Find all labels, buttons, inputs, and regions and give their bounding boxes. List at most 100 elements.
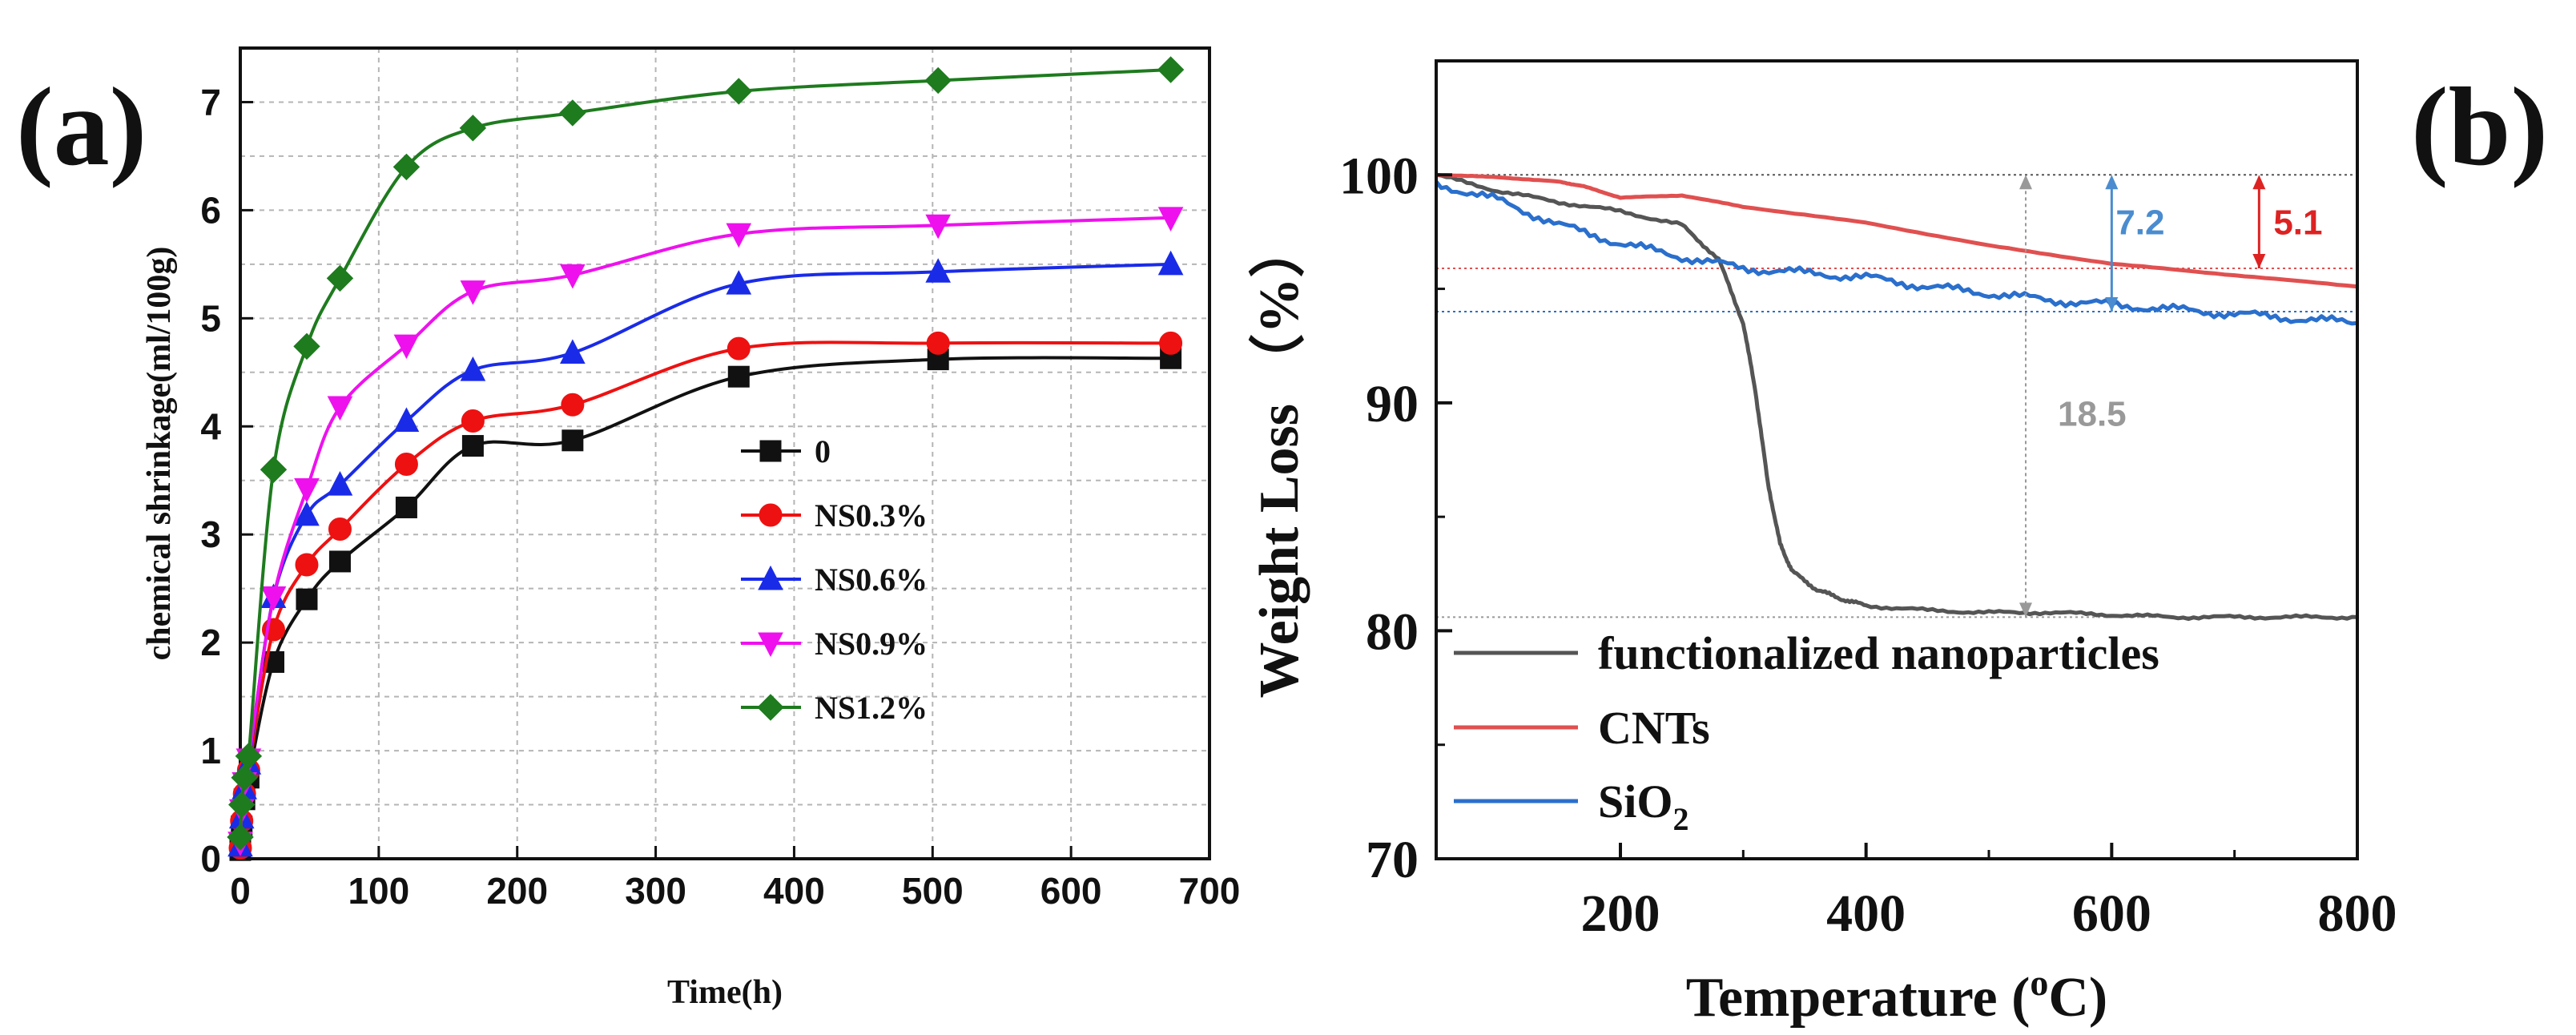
- chart-a-legend-label: 0: [815, 433, 831, 469]
- chart-b-x-tick-label: 800: [2318, 884, 2397, 943]
- panel-a-label: (a): [16, 65, 147, 189]
- chart-a-series-line: [239, 262, 1171, 846]
- chart-a-data-point: [393, 407, 420, 433]
- chart-a-series-group: [229, 347, 1182, 861]
- chart-a-y-tick-label: 2: [200, 622, 221, 663]
- chart-a-data-point: [328, 517, 352, 541]
- chart-a-x-tick-label: 400: [763, 870, 825, 912]
- chart-a-data-point: [394, 452, 418, 476]
- chart-a-y-tick-label: 5: [200, 297, 221, 339]
- chart-a-legend-marker: [759, 503, 783, 527]
- chart-a-data-point: [293, 332, 320, 360]
- chart-b-annotation-arrowhead-up: [2019, 175, 2032, 190]
- chart-b-x-tick-label: 200: [1581, 884, 1660, 943]
- chart-a-data-point: [260, 586, 287, 611]
- chart-a-legend-label: NS1.2%: [815, 690, 928, 726]
- chart-a-data-point: [926, 331, 950, 355]
- chart-b-annotation: 18.5: [2019, 175, 2127, 618]
- chart-b-x-tick-label: 600: [2072, 884, 2151, 943]
- chart-a-data-point: [228, 791, 256, 819]
- chart-a-legend-marker: [758, 565, 783, 590]
- legend-b-label-cnts: CNTs: [1598, 702, 1710, 754]
- chart-a-legend-marker: [759, 440, 782, 462]
- chart-b-annotation-arrowhead-down: [2019, 602, 2032, 618]
- chart-a-y-tick-label: 0: [200, 838, 221, 880]
- chart-a-data-point: [260, 456, 288, 483]
- chart-b-annotation-arrowhead-down: [2252, 253, 2266, 268]
- chart-a-x-axis-title: Time(h): [667, 974, 783, 1011]
- chart-a-data-point: [460, 356, 486, 381]
- chart-a-data-point: [561, 429, 584, 452]
- chart-a-data-point: [460, 280, 486, 305]
- chart-a-data-point: [561, 393, 585, 417]
- chart-a: 0 100 200 300 400 500 600 700 0 1 2 3 4 5 6 7 Time(h) c…: [141, 46, 1241, 1011]
- chart-a-data-point: [1157, 56, 1185, 83]
- chart-a-series-line: [239, 68, 1171, 838]
- chart-a-data-point: [461, 435, 484, 457]
- chart-a-data-point: [560, 264, 586, 289]
- chart-b-annotations: 18.5 7.2 5.1: [2019, 175, 2323, 618]
- chart-a-x-tick-label: 600: [1040, 870, 1102, 912]
- chart-a-data-point: [395, 496, 417, 518]
- chart-a-data-point: [327, 471, 353, 496]
- chart-a-x-tick-label: 700: [1179, 870, 1241, 912]
- chart-b-reference-lines: [1436, 174, 2357, 618]
- chart-a-y-tick-label: 6: [200, 189, 221, 231]
- panel-b-label: (b): [2411, 65, 2548, 189]
- chart-b-x-tick-label: 400: [1826, 884, 1906, 943]
- chart-b-series-line: [1435, 180, 2358, 326]
- chart-b-y-tick-label: 80: [1366, 602, 1419, 661]
- chart-a-data-point: [227, 824, 254, 851]
- chart-b-annotation-arrowhead-down: [2105, 297, 2119, 312]
- chart-a-data-point: [924, 66, 952, 95]
- chart-a-legend-marker: [758, 632, 783, 658]
- chart-a-data-point: [296, 588, 318, 610]
- chart-b-annotation: 7.2: [2105, 175, 2165, 312]
- chart-a-data-point: [1157, 250, 1184, 276]
- legend-b-label-nano: functionalized nanoparticles: [1598, 627, 2159, 679]
- chart-a-data-point: [295, 553, 319, 577]
- chart-a-data-point: [327, 396, 353, 421]
- chart-b-x-axis-degree: o: [2030, 962, 2048, 1003]
- chart-a-legend-label: NS0.9%: [815, 626, 928, 662]
- chart-a-data-point: [726, 223, 752, 248]
- chart-a-y-tick-label: 4: [200, 405, 221, 447]
- chart-a-x-tick-label: 500: [902, 870, 964, 912]
- chart-a-data-point: [231, 764, 258, 791]
- chart-b-y-axis-title: Weight Loss （%）: [1248, 221, 1310, 698]
- chart-a-plot-frame: [239, 46, 1211, 860]
- chart-a-data-point: [392, 153, 421, 181]
- chart-b-x-axis-title-tail: C): [2048, 967, 2107, 1029]
- chart-b-annotation: 5.1: [2252, 175, 2323, 268]
- chart-b-annotation-arrowhead-up: [2105, 175, 2119, 190]
- chart-b-plot-frame: [1435, 59, 2359, 860]
- chart-b-x-axis-title-main: Temperature (: [1686, 967, 2031, 1029]
- chart-b-annotation-label: 18.5: [2058, 394, 2127, 433]
- chart-a-x-tick-label: 200: [486, 870, 548, 912]
- chart-a-data-point: [393, 334, 420, 360]
- chart-a-data-point: [328, 550, 351, 573]
- chart-b-y-tick-label: 90: [1366, 375, 1419, 433]
- chart-b-series-line: [1435, 172, 2358, 289]
- chart-a-data-point: [1159, 331, 1183, 355]
- legend-b-label-sio2-sub: 2: [1673, 801, 1689, 837]
- chart-a-data-point: [235, 743, 263, 770]
- chart-a-legend-label: NS0.3%: [815, 497, 928, 534]
- chart-a-data-point: [726, 270, 752, 295]
- chart-a-x-tick-label: 300: [625, 870, 686, 912]
- chart-a-data-point: [725, 78, 752, 105]
- chart-a-x-tick-label: 100: [348, 870, 409, 912]
- chart-a-series: [227, 56, 1185, 861]
- chart-a-data-point: [559, 99, 586, 127]
- chart-a-data-point: [560, 339, 586, 364]
- chart-a-x-tick-label: 0: [230, 870, 251, 912]
- legend-b-label-sio2: SiO2: [1598, 775, 1689, 837]
- chart-a-data-point: [459, 115, 487, 142]
- chart-b: 18.5 7.2 5.1 200 400 600 800 70 80 90 100 Tempera…: [1248, 59, 2397, 1029]
- chart-a-series-group: [228, 331, 1183, 860]
- chart-b-y-tick-label: 70: [1366, 831, 1419, 889]
- chart-a-y-tick-label: 3: [200, 513, 221, 555]
- chart-a-y-tick-label: 7: [200, 81, 221, 123]
- chart-b-series-line: [1435, 172, 2358, 622]
- legend-b-label-sio2-base: SiO: [1598, 775, 1673, 828]
